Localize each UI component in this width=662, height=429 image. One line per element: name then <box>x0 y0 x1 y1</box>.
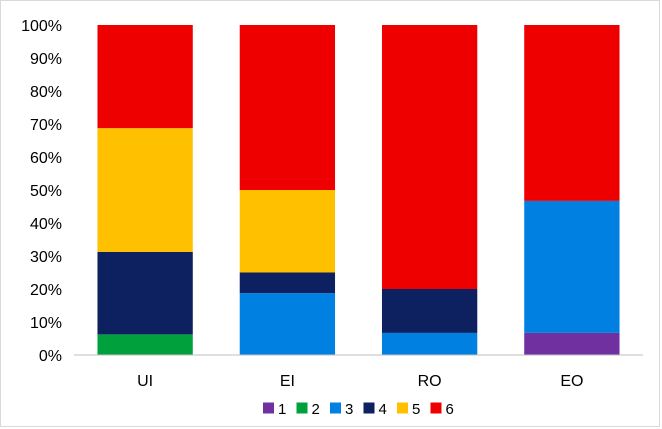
bar-segment-ui-series-5 <box>97 128 193 252</box>
bar-segment-ei-series-4 <box>239 272 336 294</box>
legend-label: 6 <box>446 401 454 418</box>
legend-item-6: 6 <box>430 401 454 418</box>
x-tick-label: EO <box>560 373 583 390</box>
legend-label: 4 <box>379 401 387 418</box>
y-tick-label: 30% <box>30 249 62 266</box>
x-tick-label: UI <box>137 373 153 390</box>
y-tick-label: 50% <box>30 183 62 200</box>
y-tick-label: 40% <box>30 216 62 233</box>
bar-segment-ui-series-2 <box>97 334 193 356</box>
axis-layer: UI EI RO EO 0% 10% 20% 30% 40% 50% 60% 70% 80% 90% 100… <box>21 18 643 390</box>
x-tick-label: RO <box>418 373 442 390</box>
legend-item-1: 1 <box>263 401 286 418</box>
bar-segment-ei-series-3 <box>239 293 336 356</box>
bars-layer <box>97 25 620 356</box>
bar-segment-ro-series-4 <box>381 289 478 333</box>
legend-swatch <box>397 402 408 414</box>
legend-swatch <box>330 402 341 414</box>
y-tick-label: 90% <box>30 51 62 68</box>
y-tick-label: 20% <box>30 282 62 299</box>
legend-label: 5 <box>412 401 420 418</box>
bar-segment-ei-series-6 <box>239 25 336 190</box>
bar-segment-ei-series-5 <box>239 190 336 273</box>
bar-segment-ui-series-4 <box>97 251 193 335</box>
x-tick-label: EI <box>280 373 295 390</box>
y-tick-label: 100% <box>21 18 62 35</box>
y-tick-label: 60% <box>30 150 62 167</box>
legend-layer: 1 2 3 4 5 6 <box>263 401 454 418</box>
legend-item-2: 2 <box>296 401 320 418</box>
bar-segment-eo-series-3 <box>524 200 620 333</box>
y-tick-label: 80% <box>30 84 62 101</box>
bar-segment-ro-series-3 <box>381 332 478 355</box>
y-tick-label: 10% <box>30 315 62 332</box>
y-tick-label: 0% <box>39 348 62 365</box>
legend-swatch <box>430 402 442 414</box>
y-tick-label: 70% <box>30 117 62 134</box>
legend-label: 3 <box>345 401 353 418</box>
legend-label: 2 <box>312 401 320 418</box>
legend-swatch <box>296 402 308 414</box>
legend-item-3: 3 <box>330 401 353 418</box>
bar-segment-ro-series-6 <box>381 25 478 289</box>
legend-swatch <box>363 402 375 414</box>
bar-segment-ui-series-6 <box>97 25 193 129</box>
bar-segment-eo-series-1 <box>524 332 620 355</box>
legend-item-4: 4 <box>363 401 387 418</box>
legend-swatch <box>263 402 274 414</box>
legend-item-5: 5 <box>397 401 420 418</box>
legend-label: 1 <box>278 401 286 418</box>
bar-segment-eo-series-6 <box>524 25 620 201</box>
